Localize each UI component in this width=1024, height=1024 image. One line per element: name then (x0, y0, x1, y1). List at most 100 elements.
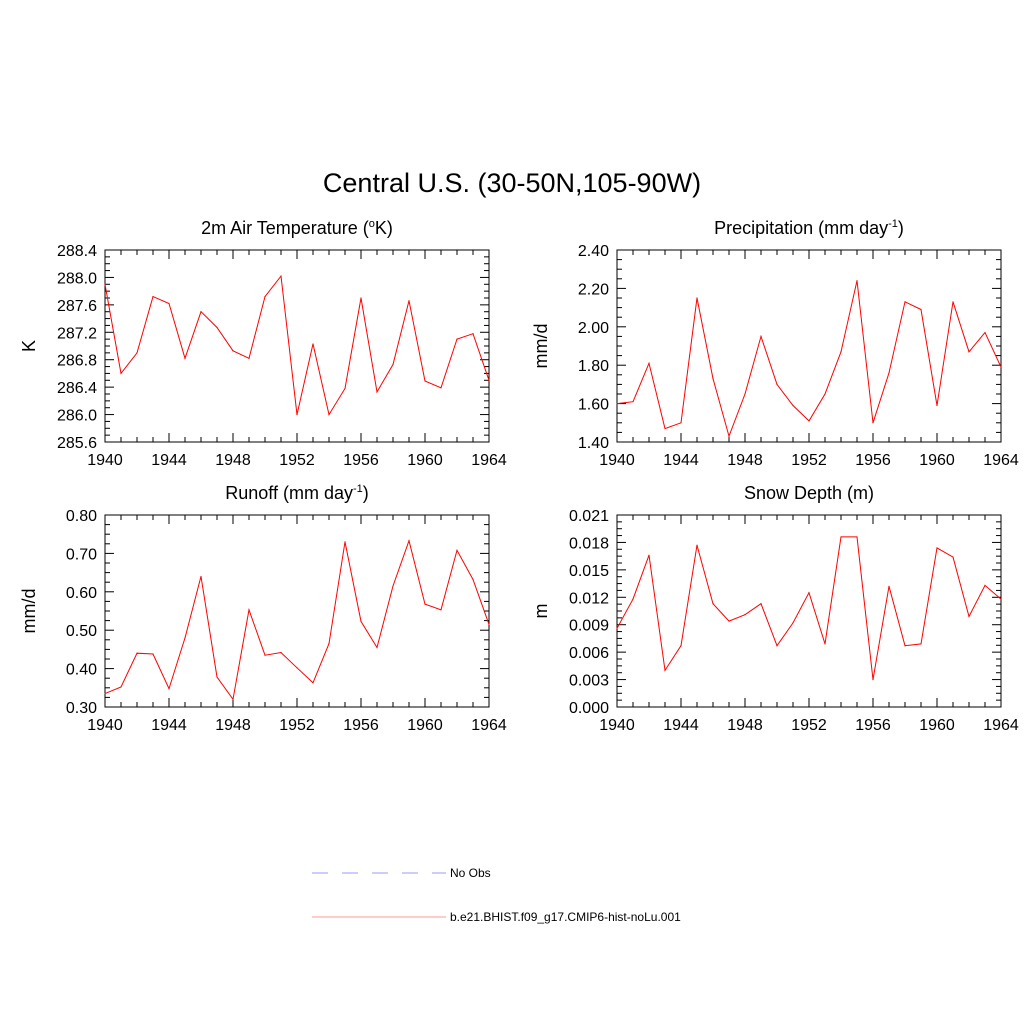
x-tick-label: 1956 (343, 452, 379, 469)
data-point (392, 585, 394, 587)
data-point (856, 536, 858, 538)
data-point (888, 585, 890, 587)
data-point (744, 393, 746, 395)
y-tick-label: 0.006 (569, 645, 609, 662)
data-point (344, 541, 346, 543)
data-point (744, 614, 746, 616)
series-line (616, 280, 1002, 438)
x-tick-label: 1952 (791, 452, 827, 469)
y-axis-label: K (19, 340, 39, 352)
data-point (184, 357, 186, 359)
data-point (776, 645, 778, 647)
x-tick-label: 1956 (343, 717, 379, 734)
x-tick-label: 1964 (983, 452, 1019, 469)
x-tick-label: 1944 (663, 452, 699, 469)
plot-frame (616, 249, 1002, 443)
data-point (200, 311, 202, 313)
y-tick-label: 0.015 (569, 563, 609, 580)
series-line (616, 536, 1002, 680)
data-point (440, 387, 442, 389)
panel-title-text: Precipitation (mm day (714, 218, 889, 238)
panel-title-text: 2m Air Temperature ( (201, 218, 369, 238)
data-point (120, 372, 122, 375)
x-tick-label: 1940 (599, 452, 635, 469)
data-point (632, 401, 634, 403)
y-tick-label: 285.6 (57, 435, 97, 452)
y-tick-label: 0.000 (569, 700, 609, 717)
x-tick-label: 1952 (279, 452, 315, 469)
data-point (680, 645, 682, 647)
data-point (648, 362, 650, 364)
data-point (328, 643, 330, 645)
data-point (152, 296, 154, 298)
data-point (424, 380, 426, 382)
data-point (296, 667, 298, 669)
y-tick-label: 286.0 (57, 408, 97, 425)
data-point (984, 331, 986, 334)
y-tick-label: 2.00 (578, 320, 609, 337)
y-tick-label: 2.20 (578, 281, 609, 298)
data-point (472, 333, 474, 335)
data-point (104, 692, 106, 695)
x-tick-label: 1944 (151, 452, 187, 469)
y-tick-label: 0.021 (569, 508, 609, 525)
data-point (920, 308, 922, 311)
x-tick-label: 1940 (599, 717, 635, 734)
data-point (184, 637, 186, 639)
panel-title-runoff: Runoff (mm day-1) (105, 483, 489, 504)
data-point (984, 584, 986, 587)
y-tick-label: 1.80 (578, 358, 609, 375)
y-axis-label: mm/d (19, 589, 39, 634)
data-point (1000, 366, 1002, 368)
data-point (360, 620, 362, 622)
data-point (440, 609, 442, 611)
panel-title-text-end: ) (362, 483, 369, 503)
panel-title-text: Snow Depth (m) (743, 483, 875, 503)
y-tick-label: 288.0 (57, 270, 97, 287)
data-point (136, 352, 138, 354)
data-point (728, 620, 730, 622)
data-point (120, 686, 122, 688)
data-point (104, 283, 106, 285)
data-point (824, 393, 826, 395)
panel-title-precipitation: Precipitation (mm day-1) (617, 218, 1001, 239)
data-point (696, 544, 698, 546)
data-point (296, 413, 298, 416)
data-point (632, 598, 634, 600)
legend-label-model: b.e21.BHIST.f09_g17.CMIP6-hist-noLu.001 (450, 910, 681, 924)
y-tick-label: 0.60 (66, 585, 97, 602)
y-tick-label: 286.8 (57, 353, 97, 370)
data-point (408, 540, 410, 542)
x-tick-label: 1964 (471, 717, 507, 734)
data-point (328, 413, 330, 416)
y-axis-label: m (531, 604, 551, 619)
y-tick-label: 0.009 (569, 618, 609, 635)
y-tick-label: 0.003 (569, 673, 609, 690)
data-point (792, 622, 794, 624)
x-tick-label: 1960 (407, 452, 443, 469)
y-tick-label: 1.60 (578, 397, 609, 414)
data-point (472, 578, 474, 581)
y-axis-label: mm/d (531, 324, 551, 369)
data-point (1000, 598, 1002, 600)
y-tick-label: 0.70 (66, 546, 97, 563)
x-tick-label: 1940 (87, 452, 123, 469)
data-point (456, 338, 458, 340)
x-tick-label: 1944 (151, 717, 187, 734)
data-point (664, 669, 666, 672)
y-tick-label: 0.30 (66, 700, 97, 717)
data-point (200, 575, 202, 578)
data-point (264, 654, 266, 656)
data-point (168, 687, 170, 690)
data-point (312, 682, 314, 684)
y-tick-label: 288.4 (57, 243, 97, 260)
panel-title-sup: -1 (352, 483, 363, 495)
data-point (168, 302, 170, 305)
data-point (760, 335, 762, 337)
x-tick-label: 1964 (983, 717, 1019, 734)
data-point (808, 592, 810, 594)
figure-title: Central U.S. (30-50N,105-90W) (322, 168, 702, 198)
data-point (872, 678, 874, 681)
data-point (856, 280, 858, 282)
data-point (488, 379, 490, 381)
